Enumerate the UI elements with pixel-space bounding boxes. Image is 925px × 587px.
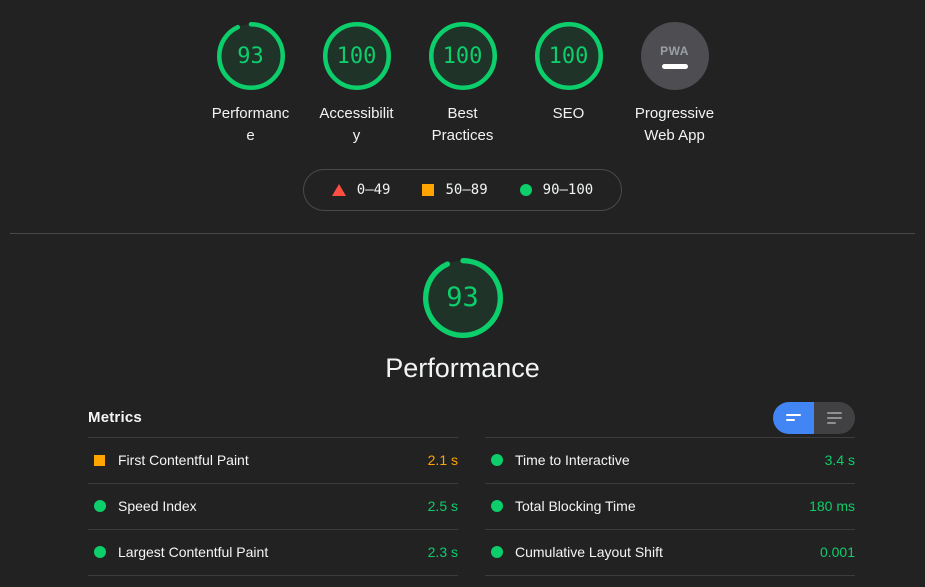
- pass-circle-icon: [491, 454, 503, 466]
- seo-gauge: 100: [534, 22, 603, 90]
- gauge-ring-icon: [534, 22, 603, 90]
- metric-label: Largest Contentful Paint: [118, 544, 269, 560]
- best-practices-gauge: 100: [428, 22, 497, 90]
- performance-score: 93: [237, 43, 264, 69]
- metric-row-largest-contentful-paint: Largest Contentful Paint 2.3 s: [88, 528, 458, 575]
- metric-value: 2.1 s: [427, 452, 458, 468]
- scores-summary-row: 93 Performance 100 Accessibility 100: [0, 0, 925, 147]
- metric-value: 180 ms: [809, 498, 855, 514]
- pass-range-label: 90–100: [542, 181, 594, 198]
- metric-row-first-contentful-paint: First Contentful Paint 2.1 s: [88, 436, 458, 483]
- legend-item-average: 50–89: [422, 181, 488, 198]
- metric-label: Time to Interactive: [515, 452, 630, 468]
- pass-circle-icon: [519, 183, 532, 196]
- pass-circle-icon: [491, 500, 503, 512]
- performance-section-header: 93 Performance: [0, 257, 925, 384]
- metrics-column-left: First Contentful Paint 2.1 s Speed Index…: [88, 436, 458, 576]
- metric-label: Cumulative Layout Shift: [515, 544, 663, 560]
- metric-row-speed-index: Speed Index 2.5 s: [88, 482, 458, 529]
- gauge-ring-icon: [216, 22, 285, 90]
- average-square-icon: [422, 183, 435, 196]
- gauge-ring-icon: [428, 22, 497, 90]
- metrics-table: First Contentful Paint 2.1 s Speed Index…: [88, 436, 855, 576]
- performance-section-title: Performance: [385, 352, 540, 383]
- metric-value: 3.4 s: [824, 452, 855, 468]
- metric-row-total-blocking-time: Total Blocking Time 180 ms: [485, 482, 855, 529]
- condensed-view-icon: [786, 414, 801, 421]
- metrics-header: Metrics: [88, 401, 855, 434]
- score-item-seo[interactable]: 100 SEO: [516, 22, 622, 147]
- metric-value: 2.5 s: [427, 498, 458, 514]
- metric-label: Total Blocking Time: [515, 498, 636, 514]
- fail-triangle-icon: [331, 183, 346, 196]
- metrics-section: Metrics First Contentful Paint: [88, 401, 855, 576]
- score-legend-row: 0–49 50–89 90–100: [0, 168, 925, 211]
- metrics-heading: Metrics: [88, 409, 142, 426]
- section-divider: [10, 232, 915, 234]
- fail-range-label: 0–49: [356, 181, 391, 198]
- accessibility-score: 100: [336, 43, 377, 69]
- score-item-best-practices[interactable]: 100 Best Practices: [410, 22, 516, 147]
- score-item-accessibility[interactable]: 100 Accessibility: [304, 22, 410, 147]
- best-practices-score: 100: [442, 43, 483, 69]
- pwa-logo-text: PWA: [660, 43, 689, 58]
- pass-circle-icon: [94, 546, 106, 558]
- average-square-icon: [94, 454, 105, 466]
- toggle-expanded-view-button[interactable]: [814, 401, 855, 434]
- legend-item-pass: 90–100: [519, 181, 594, 198]
- performance-label: Performance: [211, 105, 290, 144]
- pwa-badge-icon: PWA: [640, 22, 709, 90]
- metric-value: 2.3 s: [427, 544, 458, 560]
- seo-score: 100: [548, 43, 589, 69]
- accessibility-label: Accessibility: [319, 105, 394, 144]
- metric-value: 0.001: [819, 544, 855, 560]
- metrics-view-toggle: [773, 401, 855, 434]
- metric-label: First Contentful Paint: [118, 452, 249, 468]
- pwa-dash-icon: [661, 63, 688, 69]
- main-performance-gauge: 93: [422, 257, 503, 338]
- gauge-ring-icon: [322, 22, 391, 90]
- seo-label: SEO: [552, 105, 585, 122]
- metrics-column-right: Time to Interactive 3.4 s Total Blocking…: [485, 436, 855, 576]
- pass-circle-icon: [491, 546, 503, 558]
- main-performance-score: 93: [446, 282, 479, 313]
- pass-circle-icon: [94, 500, 106, 512]
- gauge-ring-icon: [422, 257, 503, 338]
- expanded-view-icon: [827, 411, 842, 424]
- performance-gauge: 93: [216, 22, 285, 90]
- score-legend: 0–49 50–89 90–100: [302, 168, 623, 211]
- score-item-performance[interactable]: 93 Performance: [198, 22, 304, 147]
- accessibility-gauge: 100: [322, 22, 391, 90]
- metric-label: Speed Index: [118, 498, 197, 514]
- toggle-condensed-view-button[interactable]: [773, 401, 814, 434]
- metric-row-time-to-interactive: Time to Interactive 3.4 s: [485, 436, 855, 483]
- pwa-label: Progressive Web App: [634, 105, 715, 144]
- legend-item-fail: 0–49: [331, 181, 391, 198]
- score-item-pwa[interactable]: PWA Progressive Web App: [622, 22, 728, 147]
- average-range-label: 50–89: [445, 181, 488, 198]
- best-practices-label: Best Practices: [431, 105, 494, 144]
- metric-row-cumulative-layout-shift: Cumulative Layout Shift 0.001: [485, 528, 855, 575]
